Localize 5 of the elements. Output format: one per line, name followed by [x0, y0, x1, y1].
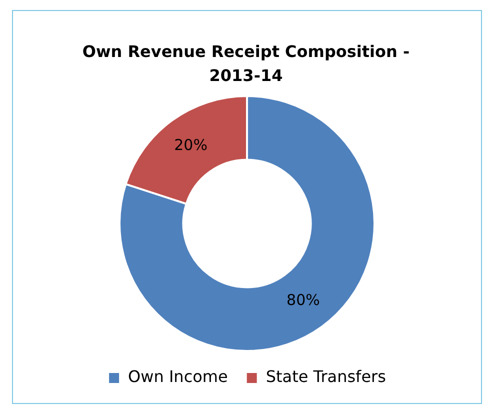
- legend-label: Own Income: [128, 367, 228, 386]
- chart-title: Own Revenue Receipt Composition - 2013-14: [81, 41, 411, 87]
- data-label: 80%: [286, 290, 320, 309]
- legend-label: State Transfers: [266, 367, 386, 386]
- data-label: 20%: [174, 136, 208, 154]
